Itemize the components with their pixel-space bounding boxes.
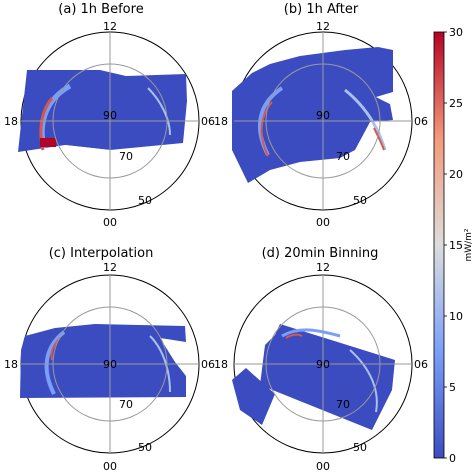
label-90: 90 (103, 358, 117, 371)
label-70: 70 (119, 150, 133, 163)
label-50: 50 (353, 194, 367, 207)
coverage-notch (376, 92, 393, 104)
intensity-peak (40, 138, 56, 147)
mlt-right: 06 (414, 358, 428, 371)
mlt-bottom: 00 (316, 460, 330, 473)
label-70: 70 (336, 150, 350, 163)
auroral-oval-dawn-hot (373, 127, 385, 151)
auroral-oval-dawn (349, 349, 378, 413)
mlt-right: 06 (201, 358, 215, 371)
coverage-swath (232, 47, 393, 183)
auroral-oval-dawn (147, 87, 171, 136)
panel-title: (a) 1h Before (58, 2, 143, 17)
label-90: 90 (316, 358, 330, 371)
mlt-bottom: 00 (103, 216, 117, 229)
auroral-oval (281, 328, 341, 338)
mlt-bottom: 00 (316, 216, 330, 229)
mlt-left: 18 (214, 358, 228, 371)
panel-b: (b) 1h After 90 70 50 12 00 18 06 (214, 2, 428, 229)
coverage-swath (20, 324, 186, 398)
label-50: 50 (138, 194, 152, 207)
coverage-swath (260, 324, 395, 430)
coverage-fragment (232, 368, 275, 425)
colorbar-tick-label: 0 (449, 452, 456, 465)
colorbar: 0 5 10 15 20 25 30 mW/m² (433, 26, 474, 465)
label-70: 70 (119, 398, 133, 411)
mlt-top: 12 (103, 20, 117, 33)
auroral-oval-dawn (149, 335, 171, 393)
panel-c: (c) Interpolation 90 70 50 12 00 18 06 (4, 246, 215, 473)
auroral-oval (44, 330, 66, 395)
coverage-notch (65, 145, 110, 170)
auroral-oval-dawn (344, 88, 387, 151)
colorbar-tick-label: 5 (449, 381, 456, 394)
label-90: 90 (103, 109, 117, 122)
auroral-oval-hot (285, 333, 303, 339)
colorbar-label: mW/m² (464, 228, 474, 261)
panel-title: (d) 20min Binning (262, 246, 379, 261)
mlt-top: 12 (316, 20, 330, 33)
label-50: 50 (138, 441, 152, 454)
colorbar-ticks: 0 5 10 15 20 25 30 (444, 26, 463, 465)
colorbar-gradient (433, 31, 445, 459)
panel-a: (a) 1h Before 90 70 50 12 00 18 06 (4, 2, 215, 229)
auroral-oval-hot (260, 101, 273, 157)
mlt-right: 06 (414, 115, 428, 128)
colorbar-tick-label: 25 (449, 97, 463, 110)
mlt-left: 18 (4, 358, 18, 371)
colorbar-tick-label: 10 (449, 310, 463, 323)
mlt-top: 12 (103, 261, 117, 274)
mlt-left: 18 (214, 115, 228, 128)
mlt-bottom: 00 (103, 460, 117, 473)
mlt-left: 18 (4, 115, 18, 128)
colorbar-tick-label: 15 (449, 239, 463, 252)
mlt-top: 12 (316, 261, 330, 274)
panel-title: (b) 1h After (284, 2, 359, 17)
label-70: 70 (336, 398, 350, 411)
panel-title: (c) Interpolation (49, 246, 154, 261)
mlt-right: 06 (201, 115, 215, 128)
label-90: 90 (316, 109, 330, 122)
label-50: 50 (353, 441, 367, 454)
panel-d: (d) 20min Binning 90 70 50 12 00 18 06 (214, 246, 428, 473)
colorbar-tick-label: 20 (449, 168, 463, 181)
colorbar-tick-label: 30 (449, 26, 463, 39)
